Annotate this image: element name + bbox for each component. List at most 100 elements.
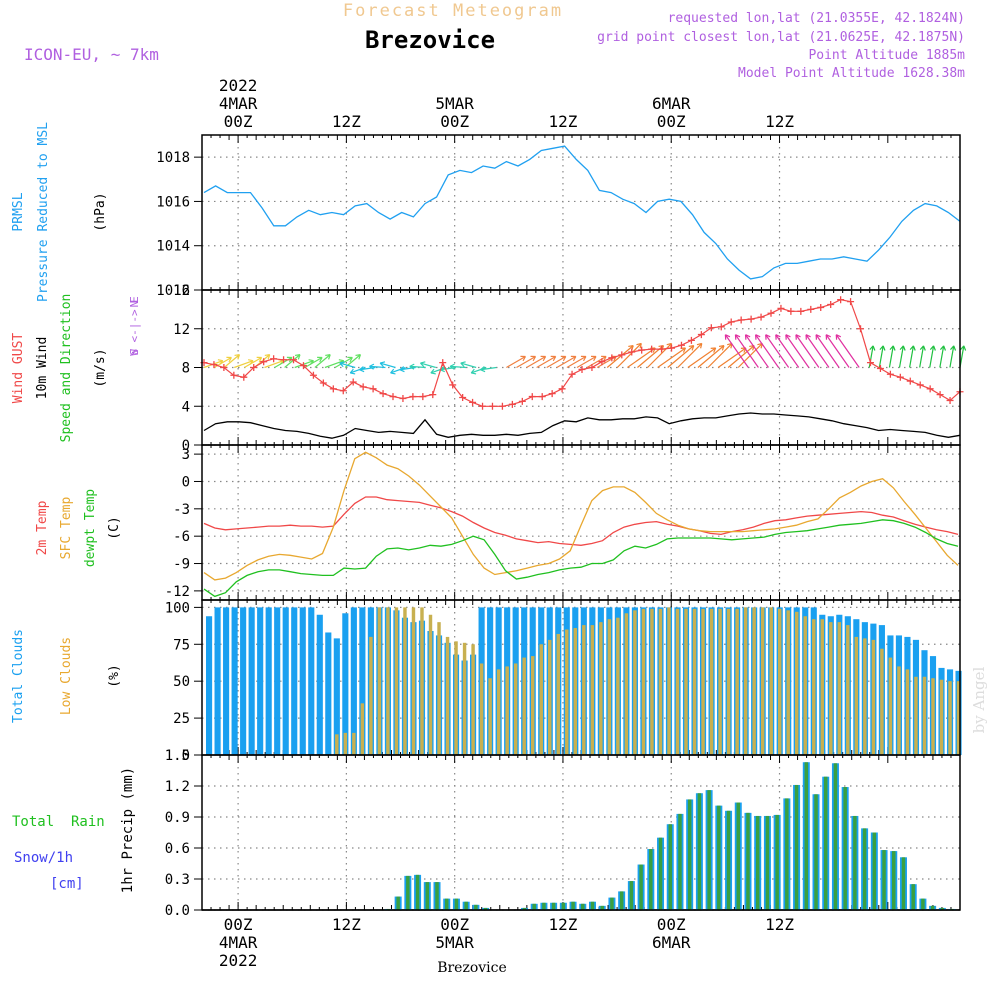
wind-direction-arrow <box>390 366 406 374</box>
gust-marker <box>638 346 646 354</box>
gust-marker <box>847 298 855 306</box>
gust-marker <box>250 364 258 371</box>
low-cloud-bar <box>496 669 501 755</box>
y-tick-label: 8 <box>182 361 190 377</box>
temp-unit: (C) <box>107 516 122 539</box>
wind-direction-arrow <box>745 334 769 368</box>
gust-marker <box>548 390 556 398</box>
rain-bar-inner <box>454 898 459 910</box>
wind-arrow-head <box>879 345 886 351</box>
gust-marker <box>797 307 805 315</box>
rain-bar-inner <box>581 903 585 910</box>
wind-direction-arrow <box>898 345 904 368</box>
rain-bar-inner <box>892 851 896 910</box>
wind-arrow-head <box>570 355 577 362</box>
rain-bar-inner <box>649 849 653 910</box>
low-cloud-bar <box>684 608 688 755</box>
wind-direction-arrow <box>304 356 323 369</box>
low-cloud-bar <box>931 678 935 755</box>
wind-direction-arrow <box>627 347 656 368</box>
model-label: ICON-EU, ~ 7km <box>24 45 159 64</box>
compass-south: S <box>128 349 141 356</box>
rain-bar-inner <box>425 882 430 910</box>
rain-bar-inner <box>571 901 575 910</box>
low-cloud-bar <box>335 734 339 755</box>
wind-arrow-head <box>710 347 717 353</box>
wind-direction-arrow <box>919 345 925 368</box>
low-cloud-bar <box>769 607 773 755</box>
wind-direction-arrow <box>460 362 477 369</box>
gust-marker <box>817 303 825 311</box>
low-cloud-bar <box>624 613 629 755</box>
wind-arrow-head <box>775 334 781 340</box>
wind-arrow-head <box>339 361 345 368</box>
rain-bar-inner <box>862 828 867 910</box>
wind-direction-arrow <box>369 365 386 369</box>
rain-bar-inner <box>542 902 546 910</box>
y-tick-label: 1018 <box>156 150 190 166</box>
y-tick-label: 16 <box>173 283 190 299</box>
total-cloud-bar <box>248 607 255 755</box>
low-cloud-bar <box>360 703 365 755</box>
low-cloud-bar <box>437 622 441 755</box>
low-cloud-bar <box>752 607 756 755</box>
total-cloud-bar <box>350 607 357 755</box>
low-cloud-bar <box>565 629 569 755</box>
low-cloud-bar <box>726 608 731 755</box>
wind-direction-arrow <box>409 365 426 369</box>
rain-bar-inner <box>736 802 741 910</box>
total-cloud-bar <box>282 607 289 755</box>
rain-bar-inner <box>755 815 760 910</box>
precip-unit: 1hr Precip (mm) <box>120 767 136 893</box>
low-cloud-bar <box>530 656 535 755</box>
low-cloud-bar <box>897 666 901 755</box>
wind-arrow-head <box>696 342 703 349</box>
watermark: by Angel <box>970 666 988 733</box>
wind-arrow-head <box>530 355 537 362</box>
wind-arrow-head <box>724 334 731 340</box>
wind-direction-arrow <box>765 334 790 368</box>
gust-marker <box>677 341 685 349</box>
cloud-panel: 0 25 50 75 100 <box>165 599 962 764</box>
gust-marker <box>319 379 327 387</box>
rain-bar-inner <box>911 884 915 910</box>
wind-direction-arrow <box>775 334 800 368</box>
low-cloud-bar <box>709 608 714 755</box>
total-cloud-bar <box>316 614 323 755</box>
wind-direction-arrow <box>450 365 467 369</box>
wind-arrow-head <box>409 363 415 370</box>
rain-bar-inner <box>765 815 770 910</box>
station-name: Brezovice <box>365 26 495 54</box>
rain-bar-inner <box>785 798 789 910</box>
rain-bar-inner <box>930 905 935 910</box>
y-tick-label: 3 <box>182 447 190 463</box>
y-tick-label: -9 <box>173 557 190 573</box>
temp2m-label: 2m Temp <box>35 500 50 555</box>
wind-direction-arrow <box>556 355 577 369</box>
total-cloud-bar <box>214 607 221 755</box>
y-tick-label: 25 <box>173 711 190 727</box>
y-tick-label: 12 <box>173 322 190 338</box>
rain-bar-inner <box>415 874 420 910</box>
gust-marker <box>588 364 596 371</box>
wind-arrow-head <box>755 334 761 340</box>
wind-direction-arrow <box>667 345 695 368</box>
low-cloud-bar <box>871 639 876 755</box>
model-altitude: Model Point Altitude 1628.38m <box>738 66 965 81</box>
bottom-time-label: 00Z <box>657 915 686 934</box>
low-cloud-bar <box>394 607 399 755</box>
compass-we: W <-|-> E <box>128 296 141 356</box>
wind-direction-arrow <box>657 347 686 368</box>
y-tick-label: 0.0 <box>165 903 190 919</box>
rain-bar-inner <box>746 812 750 910</box>
wind-arrow-head <box>899 345 906 351</box>
wind-arrow-head <box>960 345 967 351</box>
total-cloud-bar <box>257 607 264 755</box>
gust-marker <box>379 390 387 398</box>
y-tick-label: 4 <box>182 399 190 415</box>
gust-marker <box>906 377 914 385</box>
bottom-time-label: 12Z <box>332 915 361 934</box>
chart-title: Forecast Meteogram <box>343 1 563 21</box>
bottom-time-label: 2022 <box>219 951 258 970</box>
low-cloud-bar <box>914 676 918 755</box>
